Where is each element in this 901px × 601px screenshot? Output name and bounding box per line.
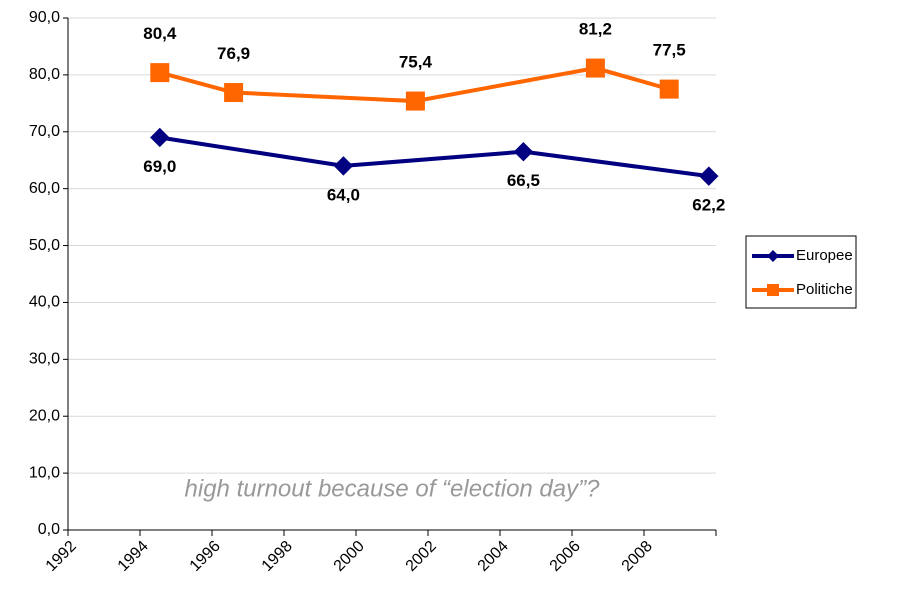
y-tick-label: 20,0 <box>29 407 60 424</box>
y-tick-label: 0,0 <box>38 521 60 538</box>
legend-label: Politiche <box>796 281 853 298</box>
value-label: 66,5 <box>507 171 540 190</box>
legend-label: Europee <box>796 247 853 264</box>
y-tick-label: 60,0 <box>29 180 60 197</box>
x-tick-label: 1992 <box>43 538 80 575</box>
marker <box>150 127 170 148</box>
line <box>159 135 710 179</box>
x-tick-label: 1996 <box>187 538 224 575</box>
marker <box>513 141 534 162</box>
y-tick-label: 80,0 <box>29 66 60 83</box>
x-tick-label: 2004 <box>475 538 512 575</box>
value-label: 64,0 <box>327 185 360 204</box>
y-tick-label: 70,0 <box>29 123 60 140</box>
x-tick-label: 1998 <box>259 538 296 575</box>
y-tick-label: 10,0 <box>29 464 60 481</box>
x-tick-label: 1994 <box>115 538 152 575</box>
value-label: 81,2 <box>579 20 612 39</box>
marker <box>659 79 679 99</box>
legend-box <box>745 235 857 309</box>
value-label: 76,9 <box>217 44 250 63</box>
value-label: 62,2 <box>692 196 725 215</box>
legend-marker <box>767 284 779 296</box>
y-tick-label: 90,0 <box>29 9 60 26</box>
value-label: 77,5 <box>653 41 686 60</box>
legend-marker <box>767 250 779 262</box>
y-tick-label: 30,0 <box>29 351 60 368</box>
y-tick-label: 50,0 <box>29 237 60 254</box>
marker <box>333 156 354 176</box>
y-tick-label: 40,0 <box>29 294 60 311</box>
value-label: 69,0 <box>143 157 176 176</box>
x-tick-label: 2008 <box>619 538 656 575</box>
marker <box>585 58 605 78</box>
x-tick-label: 2000 <box>331 538 368 575</box>
value-label: 80,4 <box>143 24 177 43</box>
value-label: 75,4 <box>399 53 433 72</box>
marker <box>150 63 170 83</box>
marker <box>405 91 425 111</box>
marker <box>224 83 244 103</box>
marker <box>699 166 719 186</box>
x-tick-label: 2006 <box>547 538 584 575</box>
x-tick-label: 2002 <box>403 538 440 575</box>
annotation: high turnout because of “election day”? <box>185 475 601 502</box>
